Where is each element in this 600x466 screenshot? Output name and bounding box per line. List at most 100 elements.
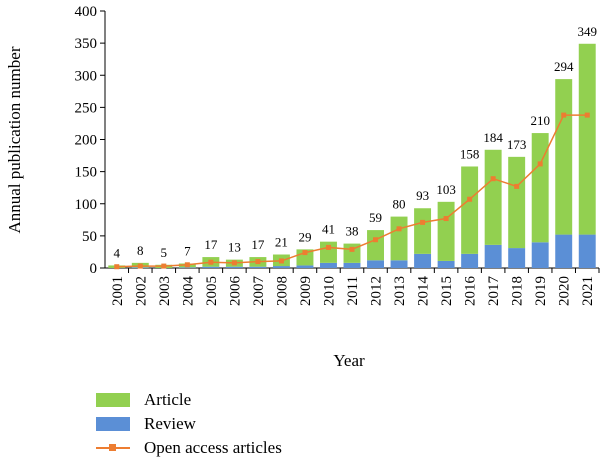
marker-open-access <box>373 237 379 243</box>
data-label-total: 294 <box>554 59 574 74</box>
marker-open-access <box>537 161 543 167</box>
bar-article <box>414 208 432 254</box>
bar-review <box>249 266 267 268</box>
bar-review <box>320 262 337 268</box>
x-tick-label: 2013 <box>392 276 408 306</box>
bar-article <box>555 79 573 235</box>
legend-item-review: Review <box>96 412 282 436</box>
marker-open-access <box>114 264 120 270</box>
data-label-total: 41 <box>322 222 335 237</box>
y-tick-label: 100 <box>75 197 98 213</box>
y-tick-label: 50 <box>82 229 97 245</box>
data-label-total: 158 <box>460 146 480 161</box>
data-label-total: 5 <box>161 245 168 260</box>
data-label-total: 17 <box>251 237 265 252</box>
legend-swatch-article <box>96 393 130 407</box>
bar-review <box>178 267 196 268</box>
marker-open-access <box>490 176 496 182</box>
data-label-total: 38 <box>346 224 359 239</box>
bar-article <box>508 156 526 249</box>
bar-review <box>461 253 479 268</box>
legend: Article Review Open access articles <box>96 388 282 460</box>
marker-open-access <box>208 259 214 265</box>
bar-review <box>437 260 455 268</box>
x-tick-label: 2006 <box>227 276 243 307</box>
data-label-total: 210 <box>530 113 550 128</box>
data-label-total: 21 <box>275 235 288 250</box>
bar-article <box>531 133 549 243</box>
bar-review <box>296 265 314 268</box>
marker-open-access <box>302 250 308 256</box>
x-tick-label: 2010 <box>321 276 337 306</box>
x-tick-label: 2011 <box>345 276 361 305</box>
bar-article <box>320 241 337 263</box>
legend-swatch-open-access <box>96 441 130 455</box>
marker-open-access <box>231 260 237 266</box>
x-tick-label: 2003 <box>157 276 173 306</box>
x-tick-label: 2012 <box>369 276 385 306</box>
marker-open-access <box>161 263 167 269</box>
marker-open-access <box>561 112 567 118</box>
data-label-total: 13 <box>228 240 241 255</box>
bar-review <box>414 253 432 268</box>
x-tick-label: 2018 <box>510 276 526 306</box>
data-label-total: 103 <box>436 182 456 197</box>
x-tick-label: 2004 <box>180 276 196 307</box>
data-label-total: 80 <box>393 197 406 212</box>
x-tick-label: 2021 <box>580 276 596 306</box>
bar-review <box>555 234 573 268</box>
marker-open-access <box>349 246 355 252</box>
marker-open-access <box>396 226 402 232</box>
marker-open-access <box>420 219 426 225</box>
bar-review <box>272 266 290 268</box>
bar-review <box>343 262 361 268</box>
plot-area: 0 50 100 150 200 250 300 350 400 2001 4 2002 8 2003 5 2… <box>75 4 600 306</box>
marker-open-access <box>255 259 261 265</box>
x-tick-label: 2009 <box>298 276 314 306</box>
x-axis-title: Year <box>333 351 365 370</box>
y-tick-label: 0 <box>90 261 98 277</box>
x-tick-label: 2017 <box>486 275 502 306</box>
x-tick-label: 2015 <box>439 276 455 306</box>
legend-item-open-access: Open access articles <box>96 436 282 460</box>
x-tick-label: 2014 <box>416 276 432 307</box>
data-label-total: 349 <box>577 24 597 39</box>
data-label-total: 93 <box>416 188 429 203</box>
x-tick-label: 2007 <box>251 276 267 307</box>
marker-open-access <box>584 112 590 118</box>
marker-open-access <box>514 183 520 189</box>
legend-swatch-review <box>96 417 130 431</box>
x-tick-label: 2002 <box>133 276 149 306</box>
bar-article <box>461 166 479 254</box>
bar-review <box>578 234 596 268</box>
y-tick-label: 250 <box>75 100 98 116</box>
x-tick-label: 2008 <box>274 276 290 306</box>
y-tick-label: 150 <box>75 165 98 181</box>
bar-article <box>437 201 455 261</box>
bar-review <box>508 248 526 268</box>
bar-article <box>367 230 384 261</box>
bar-article <box>484 149 502 245</box>
bar-article <box>578 43 596 235</box>
x-tick-label: 2001 <box>110 276 126 306</box>
marker-open-access <box>278 258 284 264</box>
bar-review <box>225 266 243 268</box>
legend-label-open-access: Open access articles <box>144 438 282 457</box>
data-label-total: 59 <box>369 210 382 225</box>
data-label-total: 7 <box>184 244 191 259</box>
x-tick-label: 2016 <box>463 276 479 307</box>
bar-review <box>367 260 384 268</box>
x-tick-label: 2020 <box>557 276 573 306</box>
legend-label-article: Article <box>144 390 192 409</box>
legend-label-review: Review <box>144 414 196 433</box>
data-label-total: 173 <box>507 137 527 152</box>
bar-review <box>390 260 408 268</box>
marker-open-access <box>443 216 449 222</box>
bar-review <box>202 266 220 268</box>
x-tick-label: 2005 <box>204 276 220 306</box>
marker-open-access <box>467 196 473 202</box>
marker-open-access <box>137 263 143 269</box>
data-label-total: 29 <box>298 229 311 244</box>
bar-review <box>531 242 549 268</box>
